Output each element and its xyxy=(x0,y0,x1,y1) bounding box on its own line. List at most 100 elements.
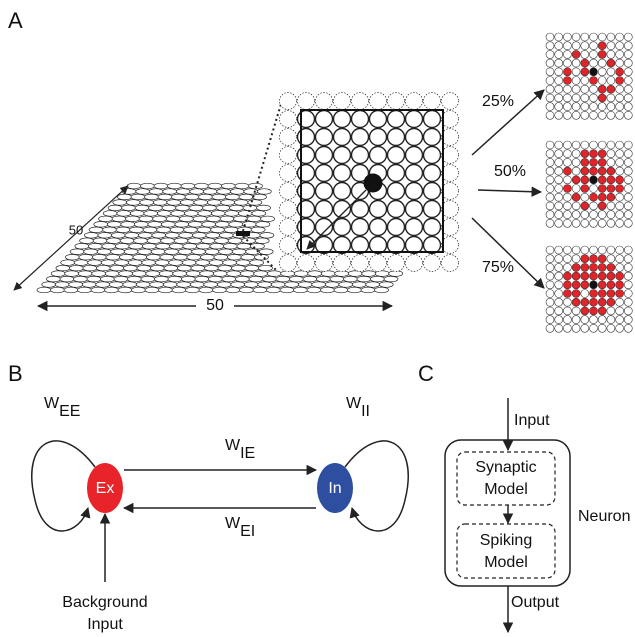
neuron xyxy=(192,249,206,255)
neuron xyxy=(624,33,632,41)
neuron xyxy=(546,94,554,102)
neuron xyxy=(163,282,177,288)
neuron xyxy=(334,147,351,164)
neuron xyxy=(572,111,580,119)
neuron xyxy=(294,287,308,293)
neuron xyxy=(112,216,126,222)
width-label: 50 xyxy=(206,297,224,314)
box-label: Model xyxy=(484,554,528,571)
neuron xyxy=(211,211,225,217)
neuron xyxy=(207,200,221,206)
neuron xyxy=(164,265,178,271)
neuron xyxy=(107,238,121,244)
neuron xyxy=(316,147,333,164)
neuron xyxy=(590,94,598,102)
neuron xyxy=(581,255,589,263)
neuron xyxy=(546,263,554,271)
neuron xyxy=(616,167,624,175)
neuron xyxy=(616,263,624,271)
neuron xyxy=(280,93,297,110)
neuron xyxy=(590,68,598,76)
neuron xyxy=(624,316,632,324)
neuron xyxy=(111,232,125,238)
neuron xyxy=(242,238,256,244)
neuron xyxy=(581,263,589,271)
neuron xyxy=(64,287,78,293)
neuron xyxy=(321,287,335,293)
neuron xyxy=(590,324,598,332)
neuron xyxy=(555,316,563,324)
neuron xyxy=(616,150,624,158)
neuron xyxy=(280,165,297,182)
neuron xyxy=(248,200,262,206)
neuron xyxy=(607,111,615,119)
neuron xyxy=(231,265,245,271)
neuron xyxy=(424,93,441,110)
neuron xyxy=(222,276,236,282)
neuron xyxy=(572,185,580,193)
neuron xyxy=(563,263,571,271)
neuron xyxy=(97,249,111,255)
neuron xyxy=(590,193,598,201)
neuron xyxy=(280,147,297,164)
neuron xyxy=(616,324,624,332)
neuron xyxy=(111,249,125,255)
neuron xyxy=(285,282,299,288)
neuron xyxy=(598,316,606,324)
neuron xyxy=(624,324,632,332)
neuron xyxy=(153,200,167,206)
neuron xyxy=(236,260,250,266)
neuron xyxy=(298,255,315,272)
neuron xyxy=(563,281,571,289)
neuron xyxy=(276,276,290,282)
neuron xyxy=(228,238,242,244)
neuron xyxy=(616,202,624,210)
neuron xyxy=(607,158,615,166)
neuron xyxy=(127,183,141,189)
neuron xyxy=(267,271,281,277)
neuron xyxy=(555,77,563,85)
neuron xyxy=(616,68,624,76)
neuron xyxy=(424,147,441,164)
neuron xyxy=(590,246,598,254)
neuron xyxy=(616,33,624,41)
neuron xyxy=(563,50,571,58)
neuron xyxy=(616,77,624,85)
neuron xyxy=(103,211,117,217)
neuron xyxy=(230,189,244,195)
neuron xyxy=(173,271,187,277)
neuron xyxy=(442,165,459,182)
neuron xyxy=(134,222,148,228)
neuron xyxy=(424,129,441,146)
panel-label: C xyxy=(418,361,434,386)
neuron xyxy=(624,219,632,227)
neuron xyxy=(546,281,554,289)
neuron xyxy=(572,85,580,93)
neuron xyxy=(82,282,96,288)
neuron xyxy=(148,222,162,228)
neuron xyxy=(280,237,297,254)
neuron xyxy=(563,33,571,41)
neuron xyxy=(170,227,184,233)
neuron xyxy=(555,59,563,67)
neuron xyxy=(51,271,65,277)
neuron xyxy=(555,33,563,41)
neuron xyxy=(334,165,351,182)
neuron xyxy=(581,324,589,332)
neuron xyxy=(197,227,211,233)
patch xyxy=(236,231,250,236)
neuron xyxy=(442,237,459,254)
neuron xyxy=(204,282,218,288)
neuron xyxy=(590,85,598,93)
sub: EI xyxy=(240,523,255,540)
neuron xyxy=(219,249,233,255)
neuron xyxy=(134,238,148,244)
neuron xyxy=(616,111,624,119)
neuron xyxy=(89,227,103,233)
neuron xyxy=(165,249,179,255)
neuron xyxy=(598,281,606,289)
neuron xyxy=(370,237,387,254)
neuron xyxy=(546,59,554,67)
neuron xyxy=(581,316,589,324)
neuron xyxy=(99,216,113,222)
